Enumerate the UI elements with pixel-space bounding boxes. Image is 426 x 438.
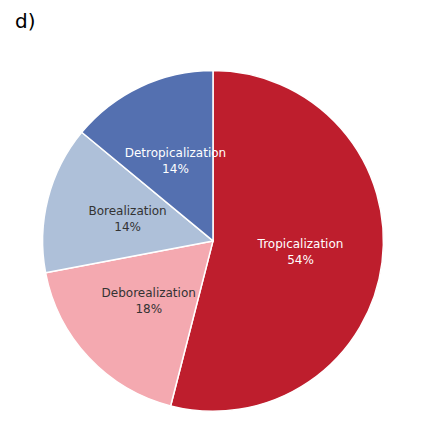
svg-text:Borealization: Borealization	[88, 204, 166, 218]
svg-text:Tropicalization: Tropicalization	[257, 237, 344, 251]
svg-text:d): d)	[15, 9, 36, 33]
svg-text:Deborealization: Deborealization	[102, 286, 196, 300]
svg-text:14%: 14%	[114, 220, 141, 234]
svg-text:18%: 18%	[135, 302, 162, 316]
svg-text:Detropicalization: Detropicalization	[125, 146, 227, 160]
svg-text:14%: 14%	[162, 162, 189, 176]
svg-text:54%: 54%	[287, 253, 314, 267]
